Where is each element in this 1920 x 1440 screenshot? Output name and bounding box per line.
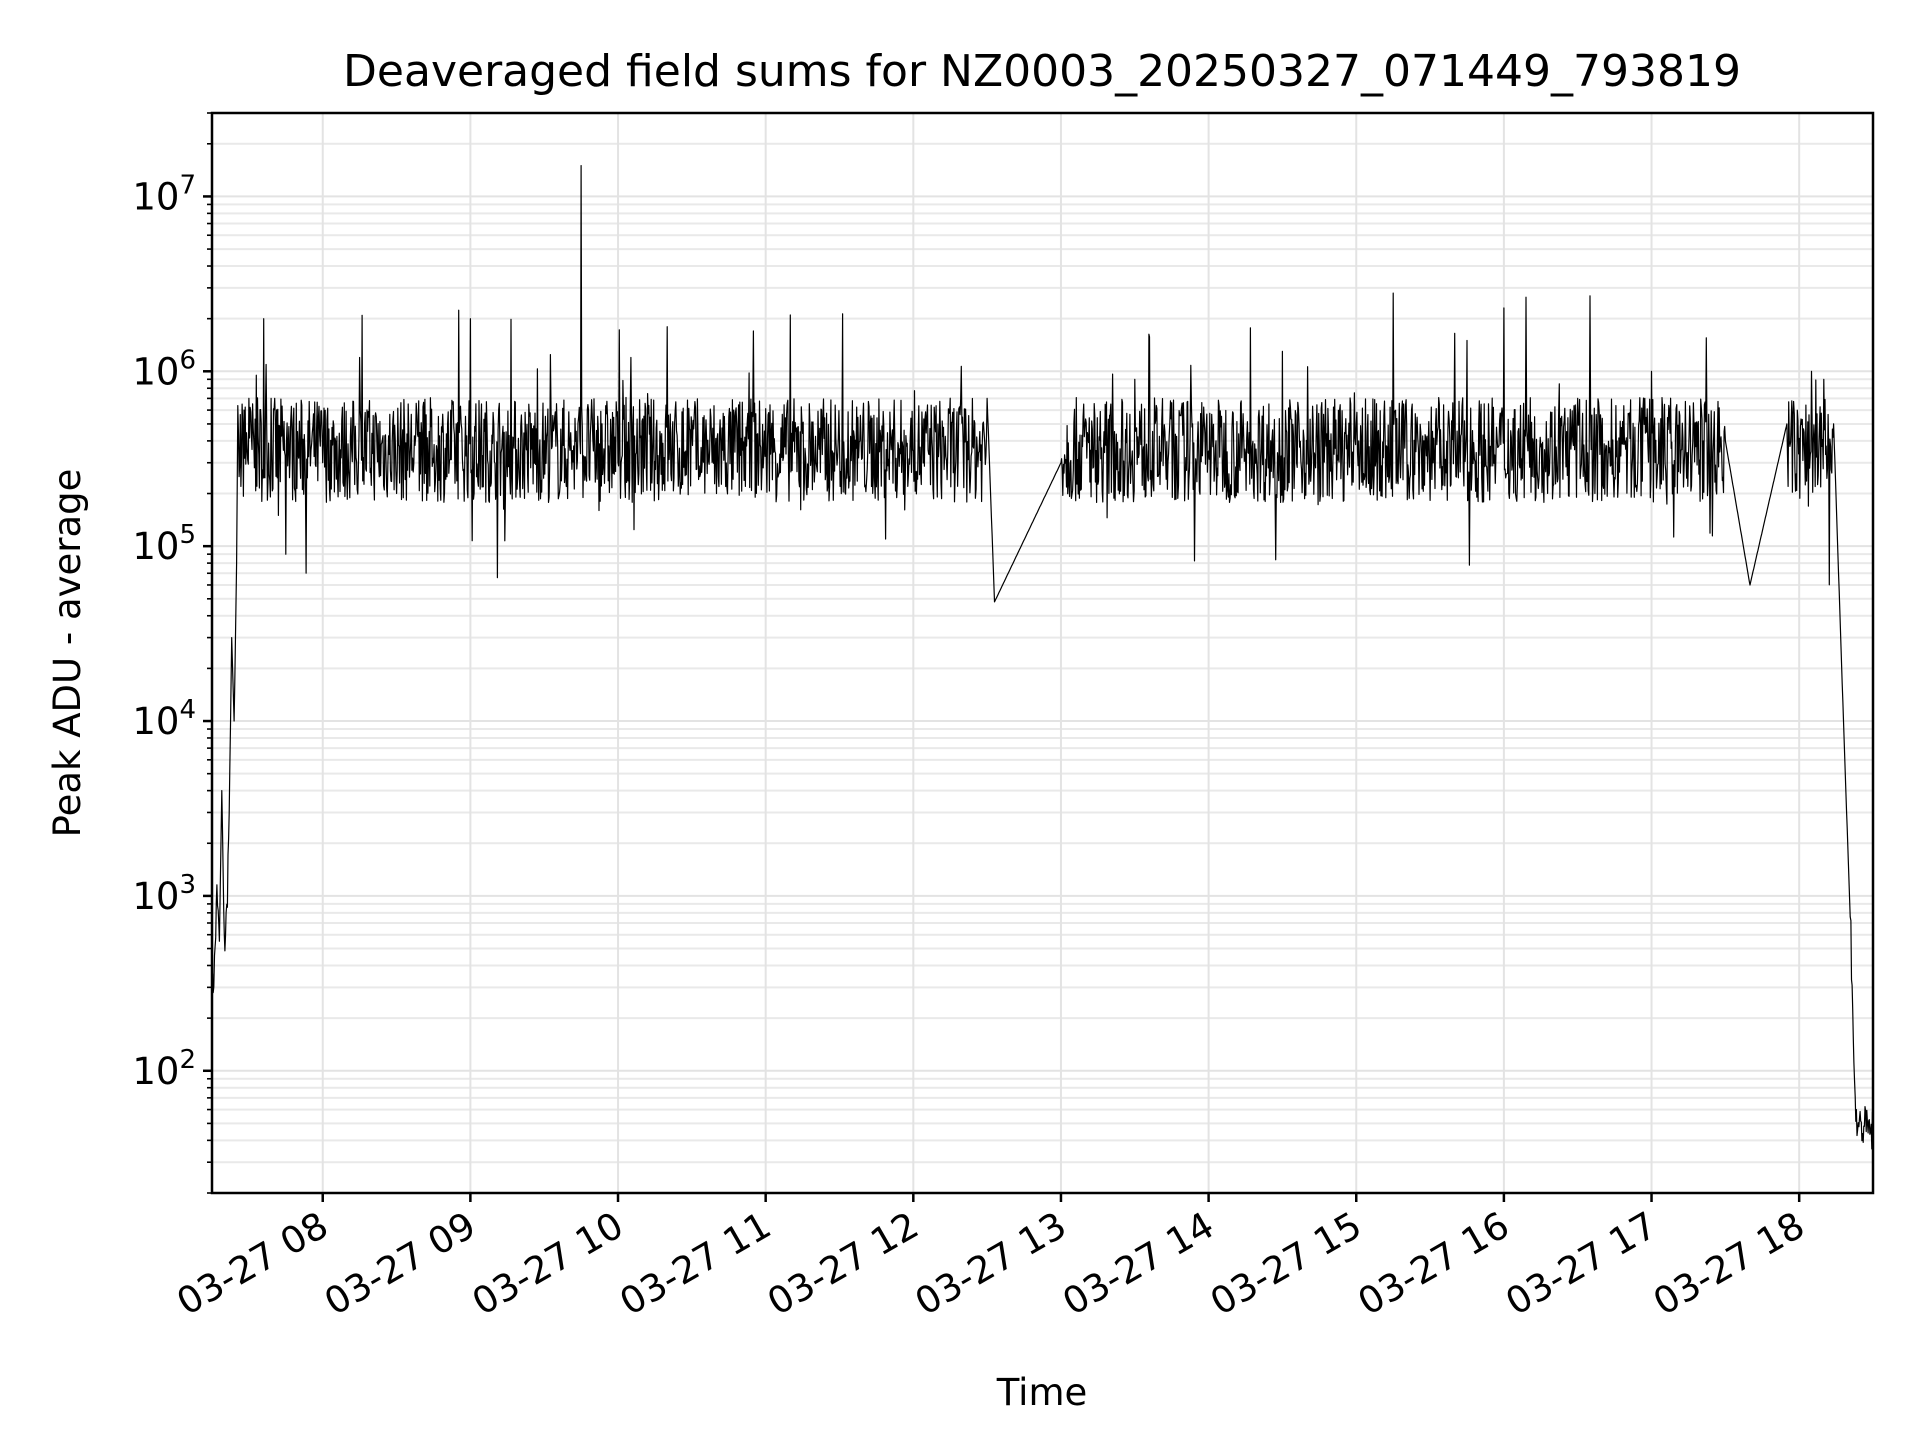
- y-tick-label: 104: [132, 695, 196, 743]
- series-line: [211, 165, 1874, 1150]
- series-layer: [211, 165, 1874, 1150]
- y-tick-label: 107: [132, 170, 196, 218]
- plot-frame: [210, 111, 1875, 1195]
- x-axis-label: Time: [996, 1371, 1088, 1414]
- axis-ticks: [203, 112, 1801, 1202]
- y-axis-label: Peak ADU - average: [46, 469, 89, 838]
- y-tick-label: 103: [132, 870, 196, 918]
- y-tick-label: 102: [132, 1045, 196, 1093]
- chart-title: Deaveraged field sums for NZ0003_2025032…: [343, 46, 1741, 97]
- y-tick-label: 105: [132, 520, 196, 568]
- y-tick-label: 106: [132, 345, 196, 393]
